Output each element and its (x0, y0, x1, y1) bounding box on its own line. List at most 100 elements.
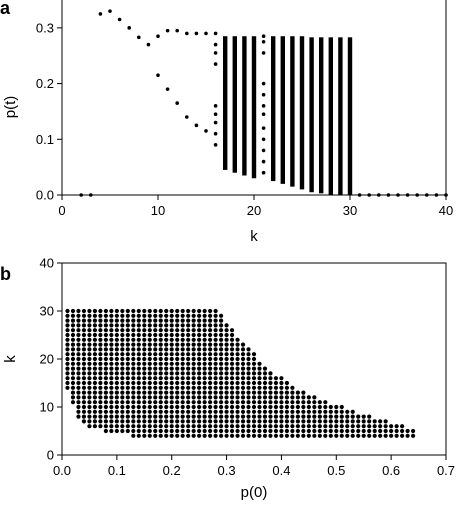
data-point (131, 400, 136, 405)
y-tick-label: 0.3 (36, 20, 54, 35)
data-point (169, 318, 174, 323)
data-point (410, 433, 416, 438)
data-point (164, 318, 169, 323)
data-point (65, 318, 70, 323)
data-point (202, 395, 207, 400)
data-point (70, 347, 76, 352)
data-point (235, 424, 240, 429)
data-point (317, 400, 322, 405)
data-point (76, 371, 81, 376)
y-tick-label: 30 (40, 304, 54, 319)
data-point (87, 337, 92, 342)
data-point (120, 318, 125, 323)
data-point (87, 332, 92, 338)
data-point (175, 308, 180, 314)
data-point (224, 376, 229, 381)
data-point (76, 380, 81, 386)
data-point (114, 419, 119, 424)
data-point (125, 342, 130, 347)
data-point (317, 428, 322, 434)
data-point (98, 342, 103, 347)
data-point (295, 424, 300, 429)
data-point (213, 380, 218, 386)
data-point (356, 428, 361, 434)
data-point (191, 332, 196, 338)
data-point (268, 380, 273, 386)
data-point (213, 414, 218, 419)
data-point (251, 371, 257, 376)
data-point (191, 380, 196, 386)
data-point (147, 366, 152, 371)
data-point (158, 332, 163, 338)
data-point (273, 400, 279, 405)
data-point (87, 380, 92, 386)
data-point (312, 428, 317, 434)
data-point (208, 371, 213, 376)
data-point (213, 313, 218, 318)
data-point (262, 400, 268, 405)
data-point (142, 323, 147, 328)
data-point (142, 347, 147, 352)
data-point (180, 323, 185, 328)
data-point (273, 395, 279, 400)
data-point (109, 342, 114, 347)
data-point (367, 433, 372, 438)
data-point (114, 318, 119, 323)
data-point (136, 404, 141, 410)
data-point (158, 371, 163, 376)
data-point (295, 404, 300, 410)
data-point (262, 366, 268, 371)
data-point (164, 323, 169, 328)
data-point (81, 313, 87, 318)
data-point (164, 404, 169, 410)
data-point (92, 308, 98, 314)
data-point (312, 433, 317, 438)
data-point (125, 361, 130, 366)
data-point (81, 404, 87, 410)
data-point (301, 433, 306, 438)
data-point (180, 390, 185, 395)
data-point (186, 328, 191, 333)
data-point (197, 352, 202, 357)
data-point (301, 404, 306, 410)
data-point (136, 419, 141, 424)
data-point (197, 424, 202, 429)
data-point (70, 332, 76, 338)
data-point (197, 308, 202, 314)
data-point (131, 433, 136, 438)
data-point (92, 414, 98, 419)
data-point (120, 308, 125, 314)
data-point (109, 361, 114, 366)
data-point (213, 42, 218, 47)
data-point (136, 313, 141, 318)
data-point (202, 328, 207, 333)
data-point (218, 395, 224, 400)
data-point (279, 400, 284, 405)
data-point (164, 390, 169, 395)
data-point (164, 400, 169, 405)
panel-a-y-label: p(t) (2, 96, 19, 119)
data-point (180, 352, 185, 357)
data-point (202, 313, 207, 318)
data-point (136, 308, 141, 314)
panel-b-x-ticks: 0.0 0.1 0.2 0.3 0.4 0.5 0.6 0.7 (53, 455, 455, 478)
data-point (76, 385, 81, 390)
data-point (213, 347, 218, 352)
data-point (240, 390, 246, 395)
data-point (279, 433, 284, 438)
data-point (81, 352, 87, 357)
data-point (103, 428, 108, 434)
data-point (202, 385, 207, 390)
data-point (120, 356, 125, 362)
data-point (76, 404, 81, 410)
data-point (240, 347, 246, 352)
data-point (158, 390, 163, 395)
data-point (208, 313, 213, 318)
data-point (81, 356, 87, 362)
data-point (262, 380, 268, 386)
data-point (81, 385, 87, 390)
data-point (175, 347, 180, 352)
data-point (218, 414, 224, 419)
data-point (98, 347, 103, 352)
data-point (153, 404, 158, 410)
